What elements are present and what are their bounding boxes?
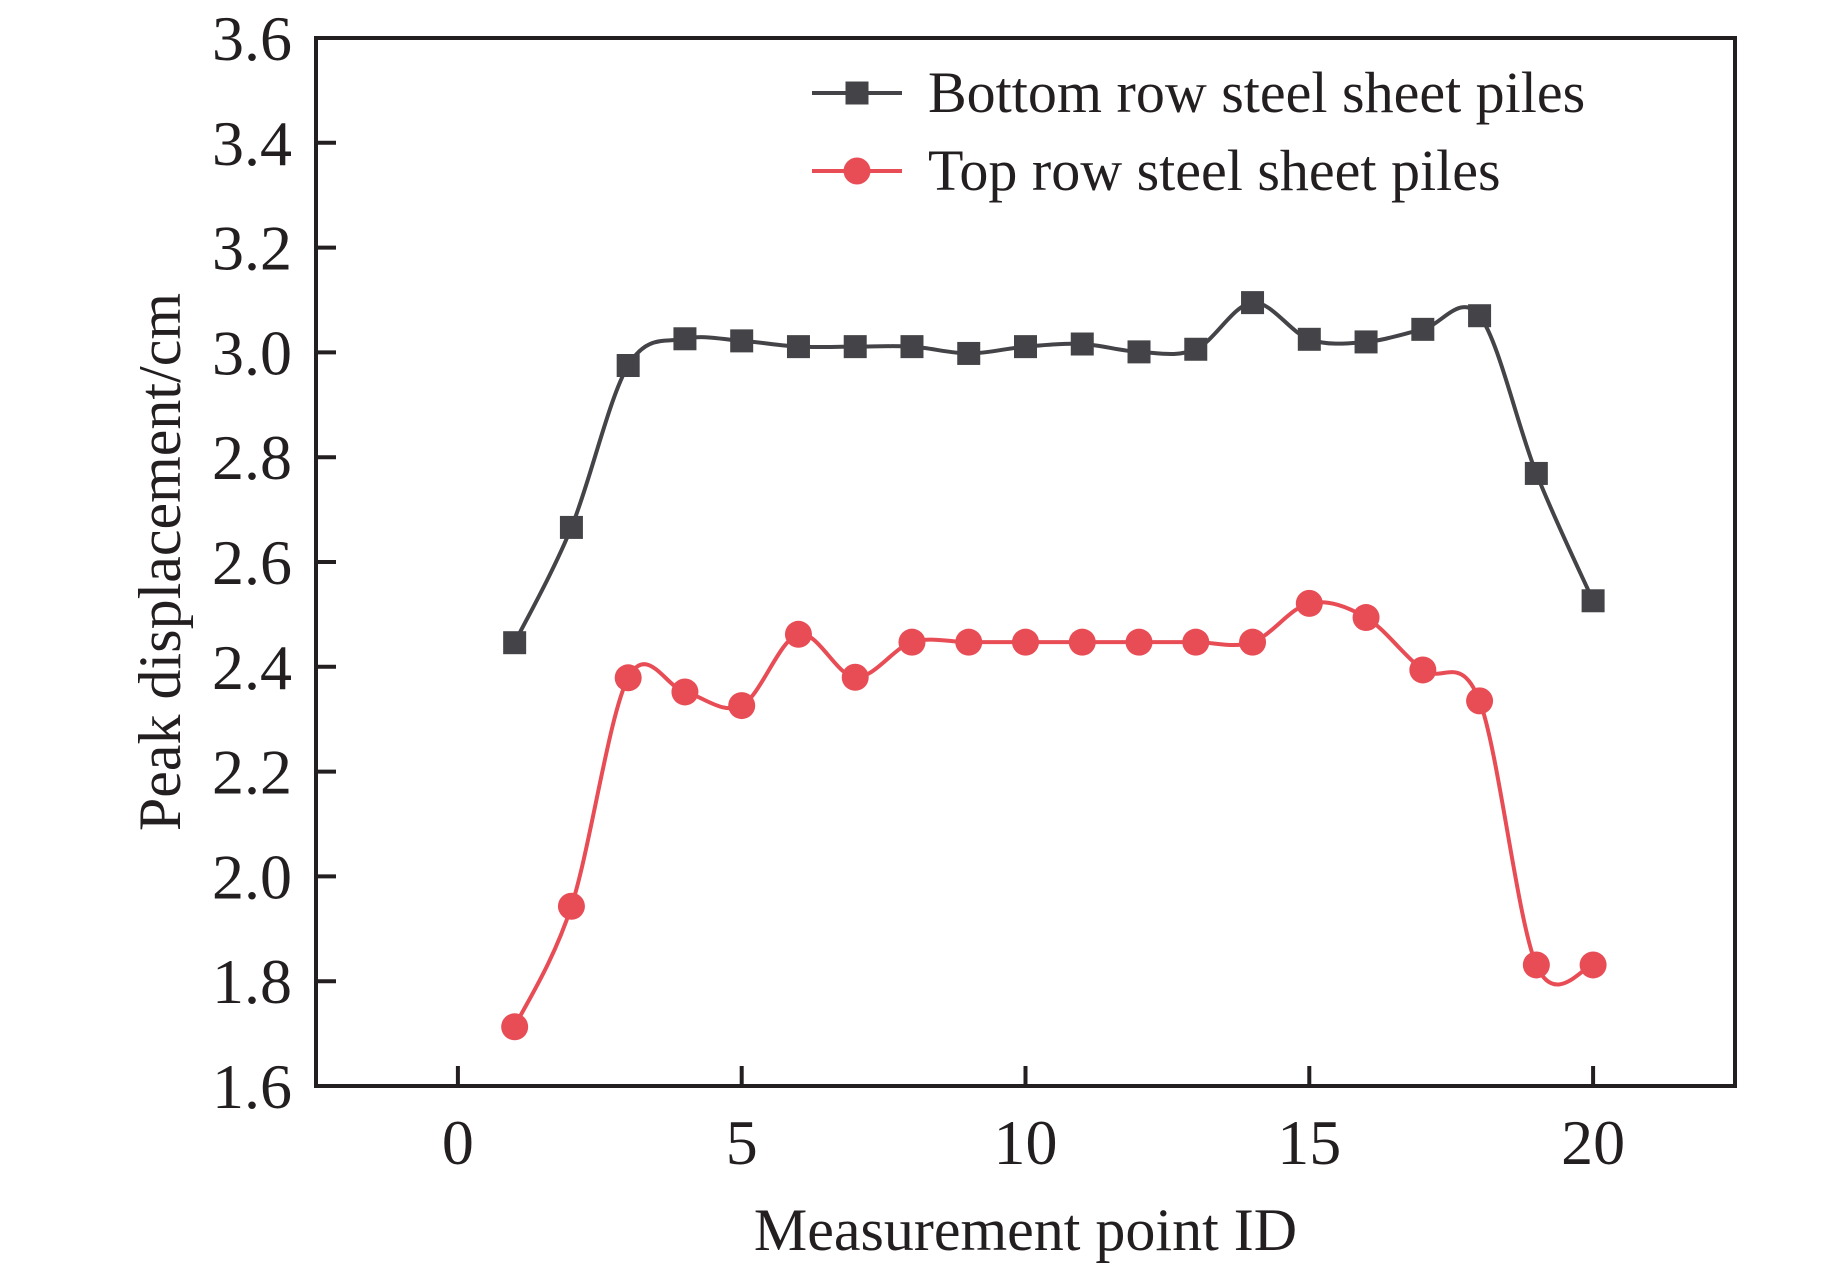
data-point-square — [503, 631, 527, 655]
data-point-square — [1297, 327, 1321, 351]
x-tick-label: 15 — [1277, 1107, 1341, 1178]
y-tick-label: 3.2 — [212, 213, 292, 284]
legend-marker-square-icon — [845, 81, 869, 105]
data-point-square — [673, 327, 697, 351]
data-point-square — [1411, 317, 1435, 341]
data-point-circle — [557, 892, 585, 920]
data-point-circle — [1579, 951, 1607, 979]
y-axis-title: Peak displacement/cm — [127, 293, 193, 831]
data-point-circle — [1466, 687, 1494, 715]
data-point-circle — [728, 692, 756, 720]
x-tick-label: 5 — [726, 1107, 758, 1178]
y-tick-label: 2.4 — [212, 632, 292, 703]
data-point-circle — [1068, 628, 1096, 656]
data-point-circle — [1012, 628, 1039, 656]
legend-label-top-row: Top row steel sheet piles — [928, 138, 1501, 203]
data-point-square — [843, 335, 867, 359]
data-point-square — [1524, 461, 1548, 485]
data-point-circle — [501, 1013, 529, 1041]
legend-item-top-row: Top row steel sheet piles — [812, 138, 1501, 203]
legend-item-bottom-row: Bottom row steel sheet piles — [812, 60, 1585, 125]
legend-marker-circle-icon — [843, 157, 871, 185]
x-axis: 0 5 10 15 20 — [442, 1066, 1625, 1178]
x-tick-label: 0 — [442, 1107, 474, 1178]
data-point-square — [730, 329, 754, 353]
data-point-circle — [1125, 628, 1153, 656]
series-top-row — [501, 589, 1607, 1041]
series-layer — [501, 291, 1607, 1041]
y-axis: 1.6 1.8 2.0 2.2 2.4 2.6 2.8 3.0 3.2 3.4 3.6 — [212, 3, 336, 1122]
y-tick-label: 3.0 — [212, 317, 292, 388]
data-point-square — [616, 354, 640, 377]
x-tick-label: 10 — [994, 1107, 1058, 1178]
series-bottom-row — [503, 291, 1605, 655]
y-tick-label: 2.8 — [212, 422, 292, 493]
data-point-square — [1581, 589, 1605, 613]
data-point-square — [1184, 337, 1208, 361]
y-tick-label: 1.8 — [212, 946, 292, 1017]
data-point-circle — [1182, 628, 1210, 656]
data-point-circle — [614, 664, 642, 692]
y-tick-label: 2.6 — [212, 527, 292, 598]
data-point-square — [1014, 335, 1037, 359]
legend: Bottom row steel sheet piles Top row ste… — [812, 60, 1585, 203]
data-point-circle — [898, 628, 926, 656]
data-point-circle — [1239, 628, 1267, 656]
series-line — [512, 300, 1595, 644]
x-tick-label: 20 — [1561, 1107, 1625, 1178]
y-tick-label: 3.4 — [212, 108, 292, 179]
x-axis-title: Measurement point ID — [754, 1197, 1297, 1263]
data-point-square — [900, 335, 924, 359]
data-point-square — [1241, 291, 1265, 315]
y-tick-label: 1.6 — [212, 1051, 292, 1122]
data-point-square — [786, 335, 810, 359]
data-point-square — [1468, 304, 1492, 328]
data-point-square — [1354, 330, 1378, 354]
data-point-circle — [1352, 604, 1380, 632]
y-tick-label: 2.0 — [212, 841, 292, 912]
data-point-circle — [1295, 589, 1323, 617]
data-point-square — [559, 515, 583, 539]
data-point-circle — [841, 663, 869, 691]
data-point-circle — [1409, 656, 1437, 684]
data-point-circle — [671, 678, 699, 706]
data-point-circle — [1522, 951, 1550, 979]
data-point-square — [1127, 340, 1151, 364]
data-point-square — [957, 341, 981, 365]
y-tick-label: 2.2 — [212, 737, 292, 808]
data-point-circle — [955, 628, 983, 656]
y-tick-label: 3.6 — [212, 3, 292, 74]
legend-label-bottom-row: Bottom row steel sheet piles — [928, 60, 1585, 125]
data-point-square — [1070, 332, 1094, 356]
data-point-circle — [784, 620, 812, 648]
